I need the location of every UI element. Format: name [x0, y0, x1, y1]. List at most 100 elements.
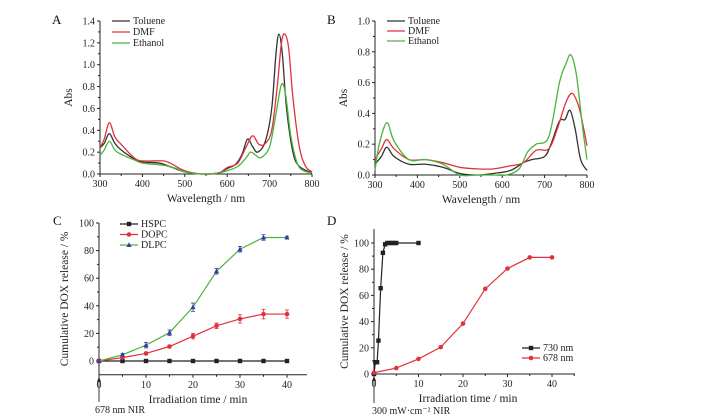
y-tick-label: 0: [89, 357, 94, 368]
y-tick-label: 80: [84, 246, 94, 257]
y-tick-label: 1.0: [358, 17, 371, 28]
data-point: [237, 316, 243, 322]
y-tick-label: 40: [359, 317, 369, 328]
y-tick-label: 0.8: [358, 47, 371, 58]
panel-label: B: [327, 12, 336, 27]
data-point: [237, 246, 243, 252]
data-point: [167, 344, 172, 349]
data-point: [394, 240, 399, 246]
data-point: [549, 255, 555, 260]
series-dmf: [374, 92, 588, 170]
data-point: [120, 358, 125, 364]
y-tick-label: 60: [84, 274, 94, 285]
y-tick-label: 0: [364, 370, 369, 381]
legend-marker: [528, 345, 534, 351]
data-point: [166, 329, 173, 335]
data-point: [213, 268, 220, 274]
data-point: [284, 311, 290, 317]
legend-label: DMF: [133, 27, 155, 38]
data-point: [214, 358, 219, 364]
y-tick-label: 40: [84, 301, 94, 312]
y-tick-label: 20: [84, 329, 94, 340]
panel-label: D: [327, 213, 336, 228]
data-point: [376, 338, 381, 343]
data-point: [438, 344, 444, 350]
data-point: [260, 234, 267, 240]
y-tick-label: 0.2: [83, 148, 96, 159]
panel-label: C: [53, 213, 62, 228]
panel-b: B 300 400 500 600 700 800 0.0 0.2 0.4 0.6 0.8 1.0 Wav…: [327, 12, 595, 206]
legend-label: DLPC: [141, 240, 167, 251]
y-tick-label: 0.0: [83, 170, 96, 181]
data-point: [214, 323, 219, 329]
data-point: [119, 351, 126, 357]
data-point: [387, 240, 392, 246]
y-tick-label: 0.4: [83, 126, 96, 137]
x-axis-label: Irradiation time / min: [419, 393, 518, 405]
x-axis-label: Wavelength / nm: [442, 194, 520, 206]
data-point: [284, 358, 290, 364]
legend-label: 730 nm: [543, 343, 574, 354]
data-point: [527, 255, 533, 260]
annotation-label: 678 nm NIR: [95, 405, 145, 416]
y-tick-label: 100: [354, 239, 369, 250]
x-tick-label: 30: [235, 380, 245, 391]
y-axis-label: Abs: [338, 88, 350, 107]
data-point: [505, 266, 510, 271]
series-hspc: [96, 358, 290, 364]
x-axis-label: Irradiation time / min: [149, 394, 248, 406]
x-tick-label: 20: [188, 380, 198, 391]
x-tick-label: 700: [262, 179, 277, 190]
x-tick-label: 600: [495, 180, 510, 191]
x-tick-label: 40: [547, 379, 557, 390]
legend-label: DOPC: [141, 230, 168, 241]
y-tick-label: 0.6: [83, 104, 96, 115]
y-tick-label: 100: [79, 219, 94, 230]
data-point: [237, 358, 243, 364]
x-tick-label: 10: [141, 380, 151, 391]
data-point: [460, 321, 466, 326]
series-dmf: [99, 33, 313, 175]
y-tick-label: 0.2: [358, 140, 371, 151]
panel-d: D010203040020406080100Irradiation time /…: [327, 213, 575, 417]
series-730-nm: [371, 240, 421, 377]
series-line: [373, 256, 552, 374]
x-tick-label: 800: [305, 179, 320, 190]
series-line: [374, 53, 588, 177]
legend-label: Ethanol: [408, 36, 439, 47]
y-tick-label: 0.8: [83, 82, 96, 93]
x-tick-label: 40: [282, 380, 292, 391]
legend-label: Toluene: [133, 16, 166, 27]
arrow-head-icon: [97, 376, 101, 382]
data-point: [261, 311, 266, 317]
data-point: [143, 342, 149, 348]
x-tick-label: 700: [537, 180, 552, 191]
x-tick-label: 400: [135, 179, 150, 190]
data-point: [378, 285, 383, 291]
data-point: [371, 370, 377, 375]
series-line: [99, 82, 313, 175]
x-tick-label: 400: [410, 180, 425, 191]
legend-label: HSPC: [141, 219, 166, 230]
x-tick-label: 30: [503, 379, 513, 390]
y-tick-label: 60: [359, 291, 369, 302]
data-point: [190, 304, 196, 310]
x-tick-label: 300: [93, 179, 108, 190]
series-line: [373, 242, 419, 375]
series-ethanol: [374, 53, 588, 177]
data-point: [190, 333, 196, 339]
data-point: [143, 358, 149, 364]
x-tick-label: 500: [452, 180, 467, 191]
data-point: [389, 240, 394, 246]
data-point: [416, 356, 421, 362]
series-ethanol: [99, 82, 313, 175]
data-point: [482, 286, 488, 292]
y-tick-label: 0.0: [358, 171, 371, 182]
panel-label: A: [52, 12, 62, 27]
series-line: [98, 236, 287, 362]
data-point: [374, 360, 380, 365]
y-tick-label: 80: [359, 265, 369, 276]
